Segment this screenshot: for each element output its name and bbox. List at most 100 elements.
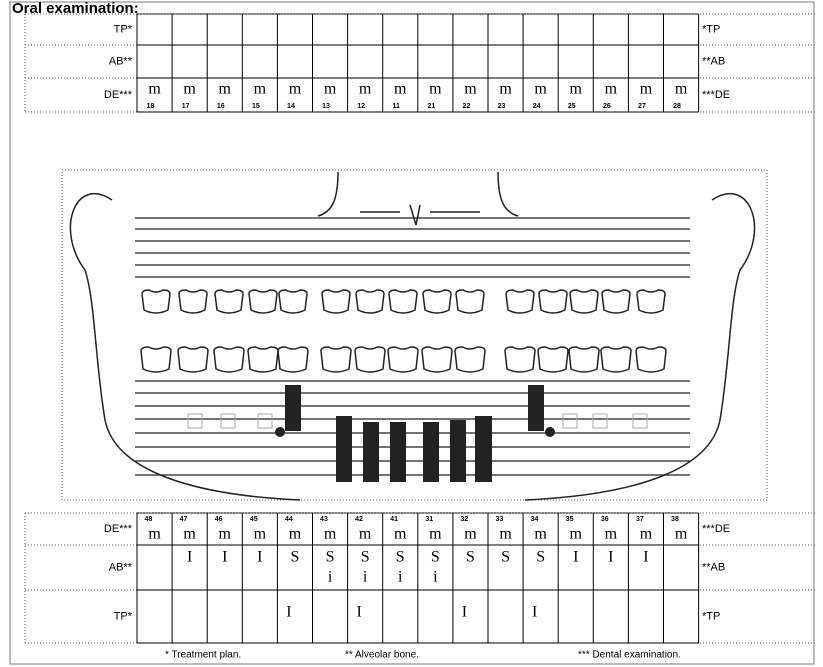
tooth-number: 26 xyxy=(603,103,611,110)
implant xyxy=(450,420,466,482)
row-label: TP* xyxy=(114,23,133,35)
tooth-number: 27 xyxy=(638,103,646,110)
tooth-number: 32 xyxy=(460,516,468,523)
tooth-number: 36 xyxy=(601,516,609,523)
tooth-number: 18 xyxy=(147,103,155,110)
tooth-upper xyxy=(456,290,484,313)
tp-mark: I xyxy=(286,604,291,621)
de-mark: m xyxy=(148,81,161,98)
tooth-number: 43 xyxy=(320,516,328,523)
row-label: AB** xyxy=(109,561,133,573)
footnote: *** Dental examination. xyxy=(578,650,681,661)
tooth-upper xyxy=(322,290,350,313)
row-label-right: **AB xyxy=(702,55,725,67)
de-mark: m xyxy=(640,526,653,543)
footnote: * Treatment plan. xyxy=(165,650,241,661)
tooth-ghost xyxy=(563,414,577,428)
ab-mark: S xyxy=(290,549,299,566)
de-mark: m xyxy=(359,81,372,98)
de-mark: m xyxy=(570,526,583,543)
implant xyxy=(423,422,439,482)
de-mark: m xyxy=(324,81,337,98)
tooth-number: 34 xyxy=(531,516,539,523)
implant xyxy=(336,416,352,482)
tooth-lower xyxy=(455,347,485,372)
tooth-number: 23 xyxy=(498,103,506,110)
de-mark: m xyxy=(219,81,232,98)
tooth-number: 12 xyxy=(357,103,365,110)
tooth-lower xyxy=(178,347,208,372)
tooth-lower xyxy=(278,347,308,372)
tooth-number: 11 xyxy=(393,103,401,110)
tooth-number: 41 xyxy=(390,516,398,523)
tooth-lower xyxy=(388,347,418,372)
tooth-lower xyxy=(355,347,385,372)
tooth-number: 16 xyxy=(217,103,225,110)
de-mark: m xyxy=(359,526,372,543)
de-mark: m xyxy=(464,526,477,543)
tooth-lower xyxy=(141,347,171,372)
tooth-upper xyxy=(142,290,170,313)
de-mark: m xyxy=(289,526,302,543)
de-mark: m xyxy=(570,81,583,98)
tooth-number: 22 xyxy=(463,103,471,110)
tooth-number: 31 xyxy=(425,516,433,523)
ab-mark: S xyxy=(361,549,370,566)
tooth-number: 38 xyxy=(671,516,679,523)
footnote: ** Alveolar bone. xyxy=(345,650,419,661)
ab-sub-mark: i xyxy=(328,569,333,586)
exam-tables: TP**TPAB****ABDE******DEm18m17m16m15m14m… xyxy=(25,14,815,661)
tooth-number: 45 xyxy=(250,516,258,523)
oral-exam-form: Oral examination: TP**TPAB****ABDE******… xyxy=(0,0,823,667)
tooth-number: 28 xyxy=(673,103,681,110)
de-mark: m xyxy=(534,526,547,543)
de-mark: m xyxy=(499,81,512,98)
tooth-lower xyxy=(214,347,244,372)
ab-mark: I xyxy=(222,549,227,566)
ab-mark: I xyxy=(187,549,192,566)
row-label-right: **AB xyxy=(702,561,725,573)
de-mark: m xyxy=(183,81,196,98)
ab-mark: I xyxy=(573,549,578,566)
de-mark: m xyxy=(640,81,653,98)
tooth-lower xyxy=(321,347,351,372)
tooth-upper xyxy=(249,290,277,313)
tooth-number: 37 xyxy=(636,516,644,523)
tooth-lower xyxy=(422,347,452,372)
tooth-upper xyxy=(389,290,417,313)
tooth-upper xyxy=(423,290,451,313)
row-label-right: *TP xyxy=(702,23,720,35)
implant xyxy=(285,385,301,431)
de-mark: m xyxy=(534,81,547,98)
de-mark: m xyxy=(219,526,232,543)
implant-head xyxy=(545,427,555,437)
de-mark: m xyxy=(394,81,407,98)
de-mark: m xyxy=(289,81,302,98)
tooth-upper xyxy=(506,290,534,313)
tooth-number: 46 xyxy=(215,516,223,523)
sinus-lines xyxy=(318,172,518,225)
row-label: DE*** xyxy=(104,89,133,101)
ab-sub-mark: i xyxy=(398,569,403,586)
tooth-number: 48 xyxy=(145,516,153,523)
tooth-upper xyxy=(215,290,243,313)
tooth-upper xyxy=(279,290,307,313)
tooth-lower xyxy=(601,347,631,372)
de-mark: m xyxy=(675,526,688,543)
de-mark: m xyxy=(394,526,407,543)
tooth-number: 17 xyxy=(182,103,190,110)
tooth-number: 47 xyxy=(180,516,188,523)
implant xyxy=(363,422,379,482)
ab-mark: S xyxy=(396,549,405,566)
row-label: TP* xyxy=(114,610,133,622)
tooth-number: 13 xyxy=(322,103,330,110)
de-mark: m xyxy=(148,526,161,543)
ab-mark: S xyxy=(466,549,475,566)
tooth-upper xyxy=(356,290,384,313)
row-label: AB** xyxy=(109,55,133,67)
tooth-upper xyxy=(602,290,630,313)
tooth-number: 15 xyxy=(252,103,260,110)
implant xyxy=(528,385,544,431)
tooth-number: 14 xyxy=(287,103,295,110)
tooth-upper xyxy=(539,290,567,313)
